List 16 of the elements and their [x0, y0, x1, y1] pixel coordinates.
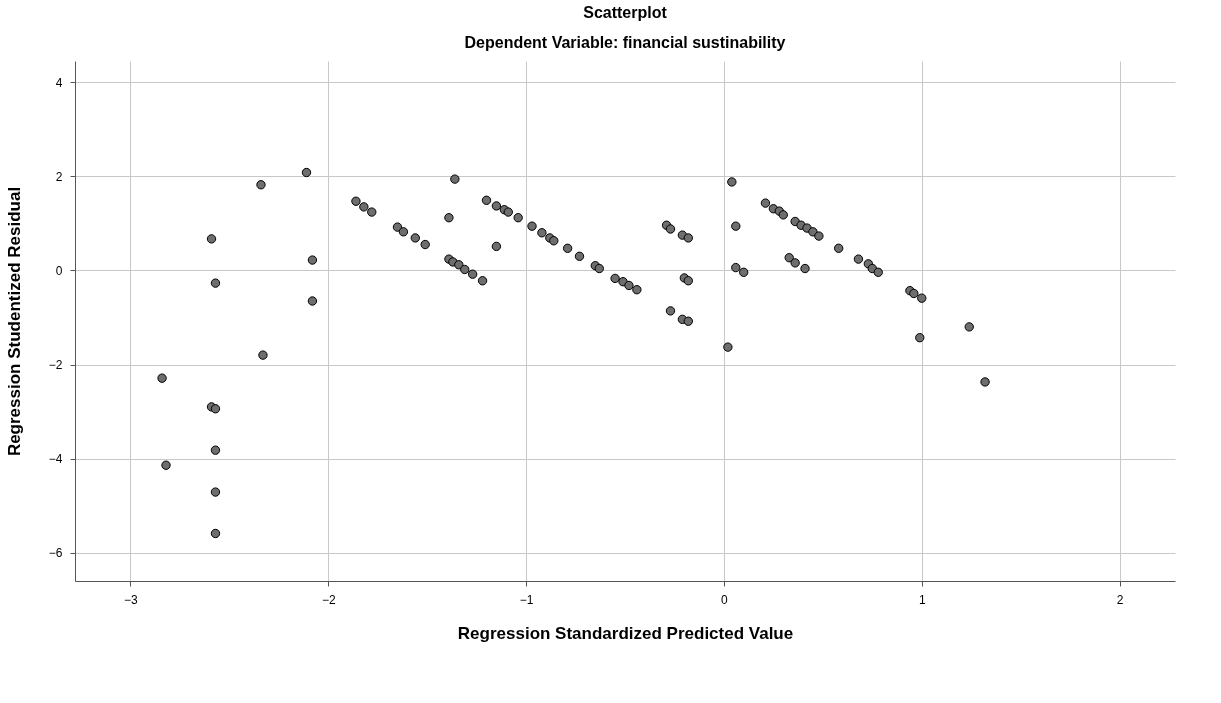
- x-tick-label: 1: [918, 592, 926, 607]
- chart-title: Scatterplot: [583, 4, 668, 21]
- x-tick-label: −3: [124, 592, 139, 607]
- y-tick-label: −2: [48, 358, 63, 373]
- y-tick-label: 2: [55, 169, 63, 184]
- y-tick-label: 4: [55, 75, 63, 90]
- x-tick-label: −1: [519, 592, 534, 607]
- y-axis-title: Regression Studentized Residual: [4, 186, 24, 457]
- chart-subtitle: Dependent Variable: financial sustinability: [464, 34, 786, 51]
- y-tick-label: −6: [48, 546, 63, 561]
- x-axis-title: Regression Standardized Predicted Value: [457, 623, 794, 643]
- x-tick-label: −2: [321, 592, 336, 607]
- y-tick-label: −4: [48, 452, 63, 467]
- x-tick-label: 0: [721, 592, 729, 607]
- x-tick-label: 2: [1116, 592, 1124, 607]
- y-tick-label: 0: [55, 263, 63, 278]
